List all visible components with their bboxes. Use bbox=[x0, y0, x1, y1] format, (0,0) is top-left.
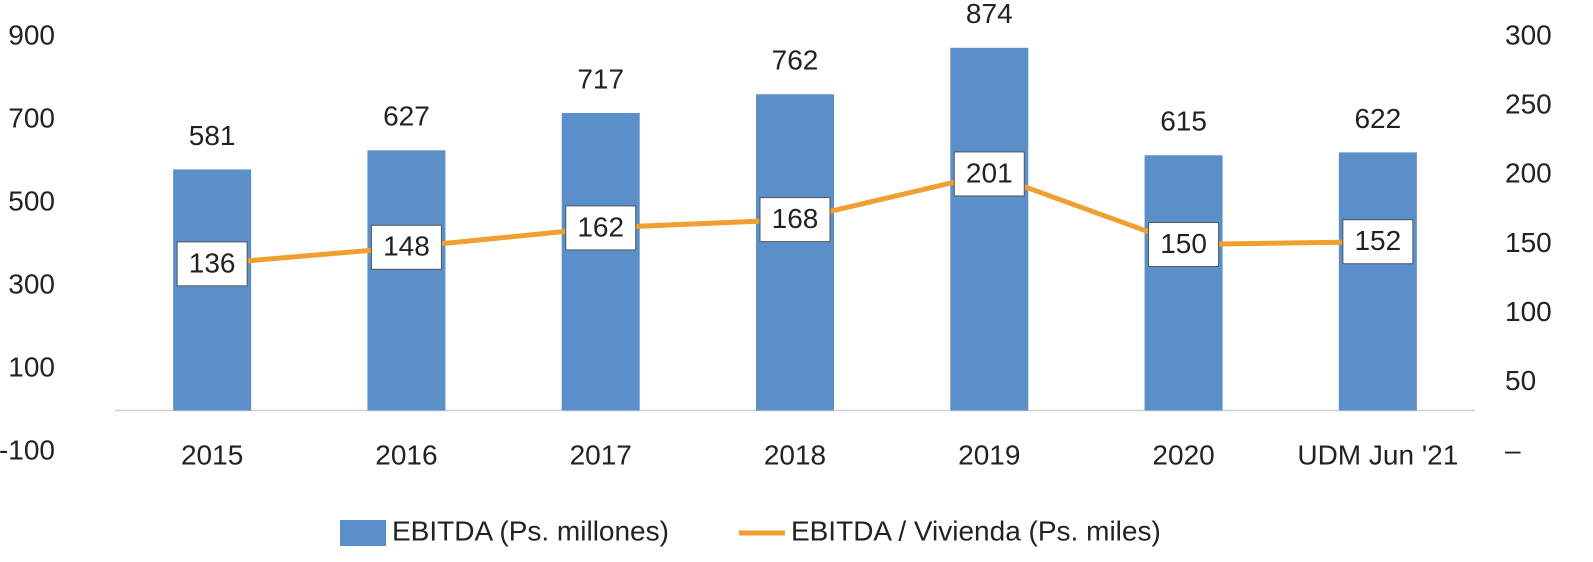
y-tick-label: -100 bbox=[0, 434, 55, 465]
bar-value-label: 717 bbox=[577, 63, 624, 94]
legend-label: EBITDA (Ps. millones) bbox=[392, 515, 669, 546]
y-tick-label: 100 bbox=[8, 351, 55, 382]
x-tick-label: 2020 bbox=[1152, 439, 1214, 470]
line-label-box bbox=[759, 197, 831, 243]
bar-value-label: 762 bbox=[772, 45, 819, 76]
bar bbox=[1144, 155, 1223, 411]
y-tick-label: 700 bbox=[8, 102, 55, 133]
line-value-label: 168 bbox=[772, 203, 819, 234]
y-tick-label: 300 bbox=[8, 268, 55, 299]
y2-tick-label: 50 bbox=[1505, 365, 1536, 396]
y2-tick-label: 250 bbox=[1505, 89, 1552, 120]
bar bbox=[950, 47, 1029, 411]
bar bbox=[173, 169, 252, 411]
x-tick-label: 2017 bbox=[570, 439, 632, 470]
x-tick-label: 2018 bbox=[764, 439, 826, 470]
bar-value-label: 615 bbox=[1160, 106, 1207, 137]
line-value-label: 201 bbox=[966, 157, 1013, 188]
y2-tick-label: – bbox=[1505, 434, 1521, 465]
x-tick-label: 2015 bbox=[181, 439, 243, 470]
bar bbox=[367, 150, 446, 411]
bar-value-label: 874 bbox=[966, 0, 1013, 29]
line-value-label: 136 bbox=[189, 247, 236, 278]
y-tick-label: 500 bbox=[8, 185, 55, 216]
y2-tick-label: 200 bbox=[1505, 158, 1552, 189]
y-tick-label: 900 bbox=[8, 19, 55, 50]
x-tick-label: 2019 bbox=[958, 439, 1020, 470]
line-label-box bbox=[370, 224, 442, 270]
line-label-box bbox=[1148, 222, 1220, 267]
bar-value-label: 581 bbox=[189, 120, 236, 151]
legend-swatch bbox=[340, 520, 386, 546]
bar bbox=[561, 112, 640, 411]
y2-tick-label: 150 bbox=[1505, 227, 1552, 258]
line-value-label: 150 bbox=[1160, 228, 1207, 259]
x-tick-label: 2016 bbox=[375, 439, 437, 470]
line-label-box bbox=[176, 241, 248, 287]
bar bbox=[1338, 152, 1417, 411]
x-tick-label: UDM Jun '21 bbox=[1297, 439, 1458, 470]
line-value-label: 152 bbox=[1354, 225, 1401, 256]
bar-value-label: 622 bbox=[1354, 103, 1401, 134]
legend-label: EBITDA / Vivienda (Ps. miles) bbox=[791, 515, 1161, 546]
bar-value-label: 627 bbox=[383, 101, 430, 132]
y2-tick-label: 300 bbox=[1505, 19, 1552, 50]
bar bbox=[756, 94, 834, 411]
y2-tick-label: 100 bbox=[1505, 296, 1552, 327]
line-value-label: 148 bbox=[383, 231, 430, 262]
line-label-box bbox=[565, 205, 637, 251]
line-label-box bbox=[953, 151, 1025, 197]
line-value-label: 162 bbox=[577, 211, 624, 242]
line-label-box bbox=[1342, 219, 1414, 265]
